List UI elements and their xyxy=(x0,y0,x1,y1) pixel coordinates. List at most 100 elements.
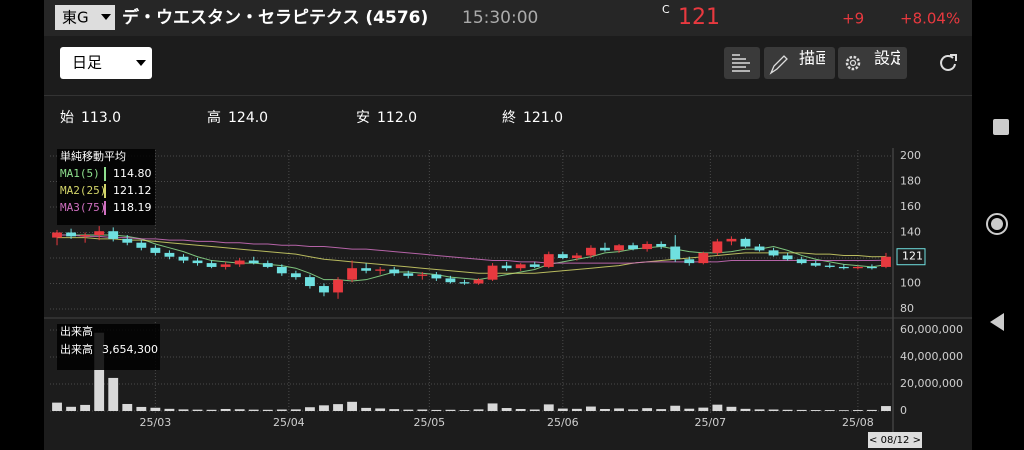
legend-value: 118.19 xyxy=(113,201,152,214)
ma-line xyxy=(57,234,887,282)
change: +9 xyxy=(842,10,864,28)
volume-bar xyxy=(698,407,709,411)
candle-body xyxy=(881,256,891,267)
candle-body xyxy=(136,242,147,248)
y-tick-label: 160 xyxy=(900,200,921,213)
candle-body xyxy=(656,243,667,247)
candle-body xyxy=(557,254,568,258)
volume-bar xyxy=(276,409,287,411)
volume-bar xyxy=(768,409,779,411)
candle-body xyxy=(52,232,62,238)
legend-value: 114.80 xyxy=(113,167,152,180)
candle-body xyxy=(838,266,849,269)
settings-label-clip: 設定 xyxy=(874,49,900,68)
volume-bar xyxy=(670,405,681,411)
candle-body xyxy=(726,238,737,242)
candle-body xyxy=(248,260,259,264)
price: 121 xyxy=(678,5,720,30)
nav-back[interactable] xyxy=(990,313,1004,331)
candle-body xyxy=(796,259,807,264)
volume-bar xyxy=(66,406,76,411)
period-select[interactable] xyxy=(60,47,152,79)
candle-body xyxy=(122,238,133,243)
candle-body xyxy=(487,265,498,280)
candle-body xyxy=(80,235,91,237)
volume-legend-title: 出来高 xyxy=(60,324,93,338)
candle-body xyxy=(473,279,484,284)
volume-legend-name: 出来高 xyxy=(60,342,93,356)
legend-swatch xyxy=(104,167,106,181)
candle-body xyxy=(824,265,835,267)
volume-tick-label: 40,000,000 xyxy=(900,350,963,363)
volume-bar xyxy=(290,409,301,411)
ohlc-value: 124.0 xyxy=(228,110,268,126)
volume-bar xyxy=(248,409,259,411)
volume-bar xyxy=(52,402,62,411)
volume-tick-label: 20,000,000 xyxy=(900,377,963,390)
volume-bar xyxy=(305,407,315,411)
volume-bar xyxy=(389,409,400,411)
nav-recent[interactable] xyxy=(993,119,1009,135)
stock-title: デ・ウエスタン・セラピテクス (4576) xyxy=(122,7,428,28)
volume-bar xyxy=(445,409,456,411)
candle-body xyxy=(684,259,695,264)
volume-bar xyxy=(501,408,512,411)
volume-bar xyxy=(614,408,624,411)
legend-value: 121.12 xyxy=(113,184,152,197)
settings-button[interactable] xyxy=(838,47,907,79)
candle-body xyxy=(276,266,287,274)
y-tick-label: 100 xyxy=(900,277,921,290)
nav-home[interactable] xyxy=(986,213,1008,235)
volume-bar xyxy=(628,409,638,411)
candle-body xyxy=(586,247,596,256)
date-pill[interactable] xyxy=(868,432,922,448)
volume-bar xyxy=(234,409,245,411)
volume-bar xyxy=(136,406,147,411)
volume-bar xyxy=(867,409,877,411)
nav-home xyxy=(991,218,1003,230)
volume-bar xyxy=(796,409,807,411)
volume-bar xyxy=(347,401,357,411)
candle-body xyxy=(768,250,779,256)
candle-body xyxy=(206,263,217,267)
price-flag: C xyxy=(662,3,670,16)
ohlc-value: 121.0 xyxy=(523,110,563,126)
candle-body xyxy=(417,274,428,276)
volume-bar xyxy=(164,408,175,411)
volume-bar xyxy=(459,410,470,411)
legend-swatch xyxy=(104,184,106,198)
volume-bar xyxy=(108,377,119,411)
candle-body xyxy=(305,277,315,287)
price-tag xyxy=(896,248,926,266)
ohlc-label: 安 xyxy=(356,110,370,126)
gear-icon xyxy=(845,55,861,71)
ohlc-value: 113.0 xyxy=(81,110,121,126)
candle-body xyxy=(642,243,653,250)
y-tick-label: 80 xyxy=(900,302,914,315)
pencil-icon xyxy=(769,55,788,75)
draw-button[interactable] xyxy=(764,47,835,79)
candle-body xyxy=(403,273,414,276)
volume-bar xyxy=(740,408,751,411)
candle-body xyxy=(445,278,456,283)
candle-body xyxy=(459,282,470,284)
volume-bar xyxy=(487,403,498,411)
candle-body xyxy=(754,246,765,251)
volume-bar xyxy=(642,408,653,411)
change-pct: +8.04% xyxy=(900,10,960,28)
candle-body xyxy=(389,269,400,274)
x-tick-label: 25/06 xyxy=(547,416,579,429)
volume-bar xyxy=(852,410,863,411)
volume-bar xyxy=(333,404,343,411)
candle-body xyxy=(234,260,245,265)
legend-name: MA2(25) xyxy=(60,184,106,197)
candle-body xyxy=(810,263,821,266)
candle-body xyxy=(867,266,877,269)
header-bg xyxy=(44,0,972,36)
refresh-icon[interactable] xyxy=(940,55,956,71)
volume-bar xyxy=(206,409,217,411)
candle-body xyxy=(164,252,175,257)
volume-legend-value: 3,654,300 xyxy=(102,343,158,356)
volume-bar xyxy=(375,408,386,411)
